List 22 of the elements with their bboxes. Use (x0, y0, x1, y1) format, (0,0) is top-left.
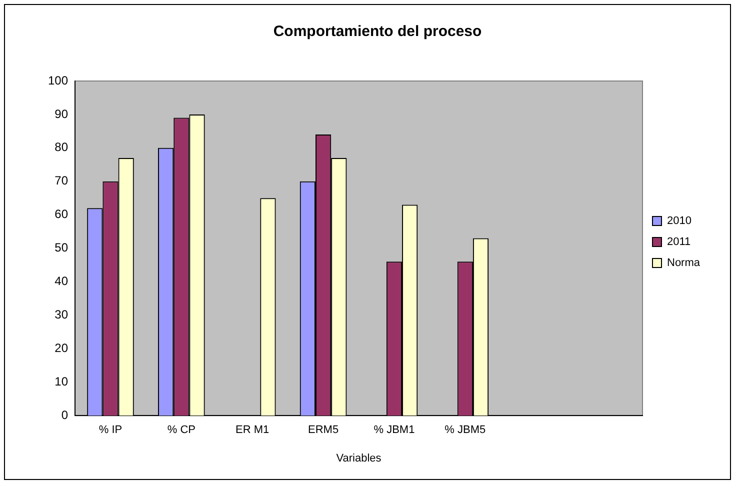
legend-label: 2011 (666, 236, 691, 248)
x-tick-label: % JBM5 (444, 424, 486, 436)
y-tick-label: 10 (54, 374, 68, 388)
y-tick-label: 30 (54, 308, 68, 322)
x-tick-label: % IP (98, 424, 122, 436)
y-tick-label: 40 (54, 274, 68, 288)
legend-label: Norma (666, 257, 701, 270)
x-tick-label: ERM5 (308, 424, 339, 436)
y-tick-label: 0 (61, 408, 68, 422)
y-tick-label: 100 (48, 73, 68, 88)
x-tick-label: % CP (167, 424, 196, 436)
chart-title: Comportamiento del proceso (273, 23, 482, 40)
x-tick-label: ER M1 (236, 424, 270, 436)
x-axis-title: Variables (336, 452, 382, 464)
y-tick-label: 50 (54, 240, 68, 255)
y-tick-label: 60 (54, 207, 68, 222)
legend-label: 2010 (666, 215, 692, 228)
x-tick-label: % JBM1 (374, 424, 415, 436)
y-tick-label: 90 (54, 106, 68, 121)
y-tick-label: 80 (54, 140, 68, 154)
y-tick-label: 20 (54, 340, 68, 355)
y-tick-label: 70 (54, 174, 68, 188)
